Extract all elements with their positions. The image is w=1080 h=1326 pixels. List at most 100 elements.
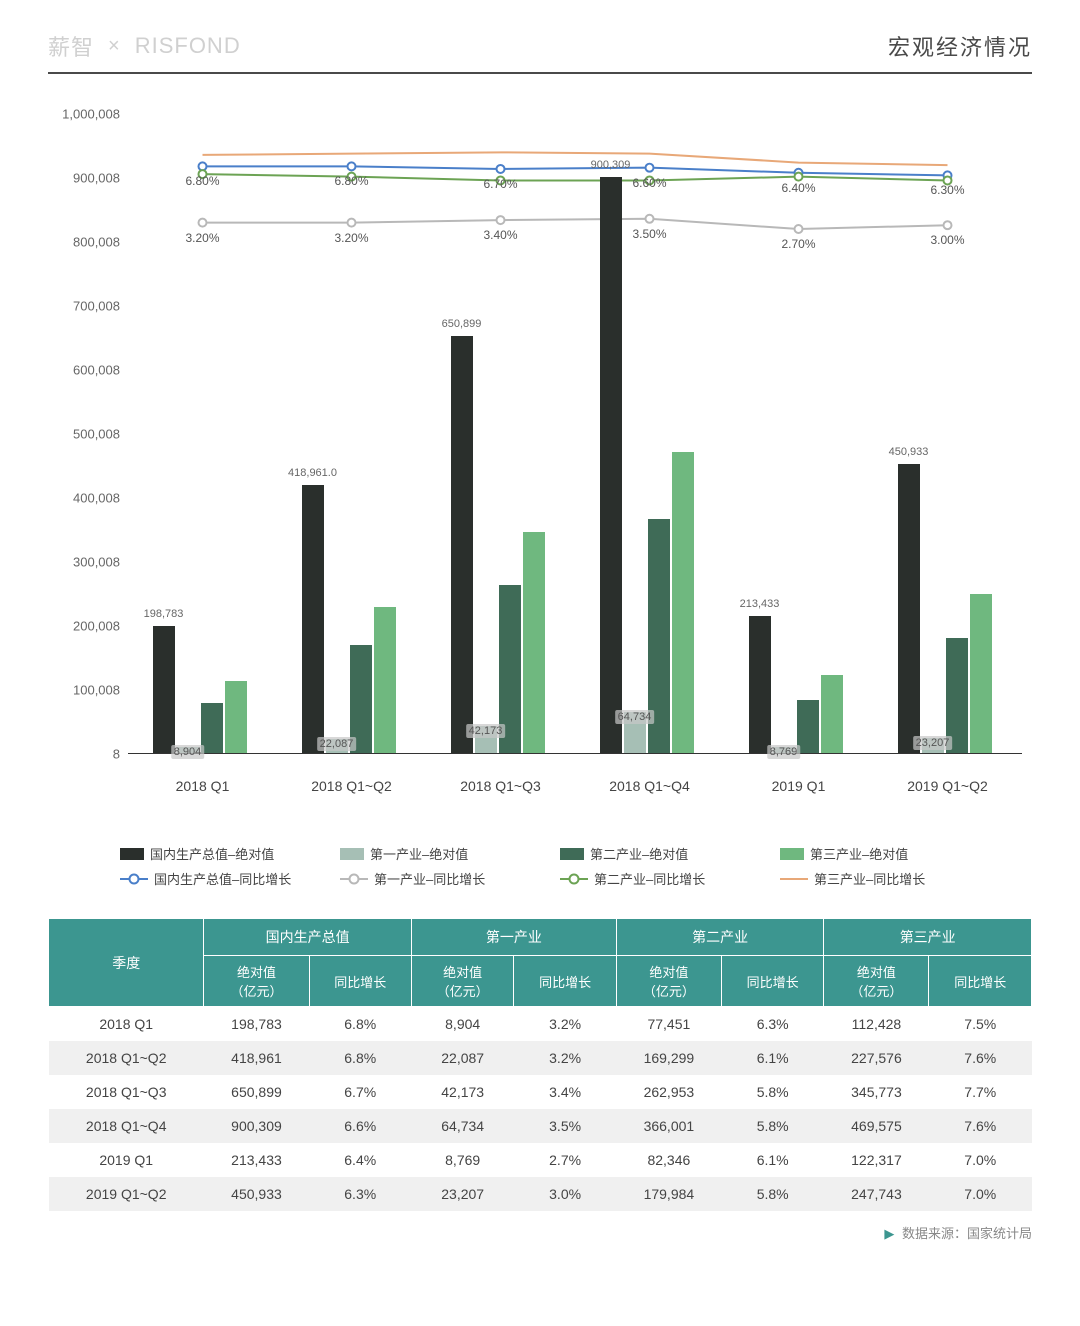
x-category-label: 2018 Q1~Q4 [575, 764, 724, 814]
data-table: 季度国内生产总值第一产业第二产业第三产业绝对值（亿元）同比增长绝对值（亿元）同比… [48, 918, 1032, 1211]
table-row: 2018 Q1198,7836.8%8,9043.2%77,4516.3%112… [49, 1007, 1032, 1042]
table-sub-col: 绝对值（亿元） [616, 956, 721, 1007]
bar-group: 198,7838,904 [153, 626, 253, 753]
y-tick-label: 600,008 [73, 363, 120, 378]
bar-value-label: 8,769 [767, 745, 801, 759]
table-cell: 122,317 [824, 1143, 929, 1177]
bar: 23,207 [922, 738, 944, 753]
bar-group: 418,961.022,087 [302, 485, 402, 753]
bar-group: 650,89942,173 [451, 336, 551, 753]
table-cell: 3.5% [514, 1109, 616, 1143]
line-value-label: 3.50% [632, 227, 666, 241]
table-sub-col: 绝对值（亿元） [204, 956, 309, 1007]
legend-label: 第三产业–绝对值 [810, 844, 908, 863]
table-sub-col: 同比增长 [721, 956, 823, 1007]
y-tick-label: 800,008 [73, 235, 120, 250]
bar-group: 900,30964,734 [600, 177, 700, 753]
y-tick-label: 500,008 [73, 427, 120, 442]
table-cell: 77,451 [616, 1007, 721, 1042]
line-marker [497, 165, 505, 173]
bar-group: 213,4338,769 [749, 616, 849, 753]
line-value-label: 3.20% [334, 231, 368, 245]
legend-swatch [560, 848, 584, 860]
bar-value-label: 418,961.0 [288, 467, 337, 479]
line-overlay [128, 114, 1022, 753]
table-cell: 64,734 [411, 1109, 513, 1143]
line-value-label: 3.00% [930, 233, 964, 247]
table-cell: 7.0% [929, 1143, 1032, 1177]
legend-label: 第一产业–绝对值 [370, 844, 468, 863]
table-cell: 5.8% [721, 1109, 823, 1143]
line-value-label: 3.40% [483, 228, 517, 242]
bar: 8,904 [177, 747, 199, 753]
table-cell: 2.7% [514, 1143, 616, 1177]
table-cell: 450,933 [204, 1177, 309, 1211]
legend-label: 国内生产总值–绝对值 [150, 844, 274, 863]
line-marker [348, 219, 356, 227]
line-marker [944, 221, 952, 229]
table-cell: 247,743 [824, 1177, 929, 1211]
bar-value-label: 900,309 [591, 159, 631, 171]
bar: 213,433 [749, 616, 771, 753]
table-col-group: 国内生产总值 [204, 919, 412, 956]
table-cell: 198,783 [204, 1007, 309, 1042]
table-cell: 6.8% [309, 1007, 411, 1042]
bar: 64,734 [624, 712, 646, 753]
bar: 900,309 [600, 177, 622, 753]
legend-item: 第三产业–同比增长 [780, 869, 960, 888]
legend-item: 国内生产总值–同比增长 [120, 869, 300, 888]
line-value-label: 6.30% [930, 183, 964, 197]
legend-line-icon [340, 878, 368, 880]
legend-item: 第二产业–绝对值 [560, 844, 740, 863]
bar-value-label: 22,087 [317, 737, 357, 751]
plot-area: 198,7838,904418,961.022,087650,89942,173… [128, 114, 1022, 754]
source-arrow-icon: ▶ [884, 1226, 894, 1241]
x-category-label: 2019 Q1~Q2 [873, 764, 1022, 814]
bar-value-label: 42,173 [466, 724, 506, 738]
legend-item: 国内生产总值–绝对值 [120, 844, 300, 863]
logo-xinzhi: 薪智 [48, 30, 94, 62]
table-cell: 3.2% [514, 1007, 616, 1042]
table-row-label: 2018 Q1~Q2 [49, 1041, 204, 1075]
chart-legend: 国内生产总值–绝对值 第一产业–绝对值 第二产业–绝对值 第三产业–绝对值国内生产总值… [88, 844, 992, 888]
table-row-label: 2018 Q1~Q3 [49, 1075, 204, 1109]
bar: 198,783 [153, 626, 175, 753]
line-value-label: 3.20% [185, 231, 219, 245]
table-cell: 6.6% [309, 1109, 411, 1143]
line-value-label: 6.80% [334, 174, 368, 188]
table-row-label: 2019 Q1~Q2 [49, 1177, 204, 1211]
bar [970, 594, 992, 753]
table-cell: 7.6% [929, 1109, 1032, 1143]
table-cell: 82,346 [616, 1143, 721, 1177]
table-cell: 8,769 [411, 1143, 513, 1177]
bar: 450,933 [898, 464, 920, 753]
table-cell: 345,773 [824, 1075, 929, 1109]
y-tick-label: 900,008 [73, 171, 120, 186]
table-cell: 227,576 [824, 1041, 929, 1075]
bar [821, 675, 843, 753]
legend-label: 第二产业–同比增长 [594, 869, 705, 888]
legend-item: 第一产业–同比增长 [340, 869, 520, 888]
line-value-label: 2.70% [781, 237, 815, 251]
table-row-label: 2018 Q1~Q4 [49, 1109, 204, 1143]
table-cell: 3.0% [514, 1177, 616, 1211]
line-marker [795, 173, 803, 181]
x-category-label: 2018 Q1~Q2 [277, 764, 426, 814]
table-cell: 262,953 [616, 1075, 721, 1109]
legend-item: 第一产业–绝对值 [340, 844, 520, 863]
bar-value-label: 8,904 [171, 745, 205, 759]
table-cell: 6.3% [309, 1177, 411, 1211]
bar-value-label: 198,783 [144, 608, 184, 620]
legend-item: 第二产业–同比增长 [560, 869, 740, 888]
line-value-label: 6.60% [632, 176, 666, 190]
table-cell: 5.8% [721, 1177, 823, 1211]
legend-line-icon [560, 878, 588, 880]
bar [672, 452, 694, 753]
table-cell: 7.5% [929, 1007, 1032, 1042]
line-marker [497, 216, 505, 224]
table-row-label: 2018 Q1 [49, 1007, 204, 1042]
table-cell: 6.1% [721, 1041, 823, 1075]
bar: 42,173 [475, 726, 497, 753]
table-cell: 6.8% [309, 1041, 411, 1075]
line-value-label: 6.80% [185, 174, 219, 188]
